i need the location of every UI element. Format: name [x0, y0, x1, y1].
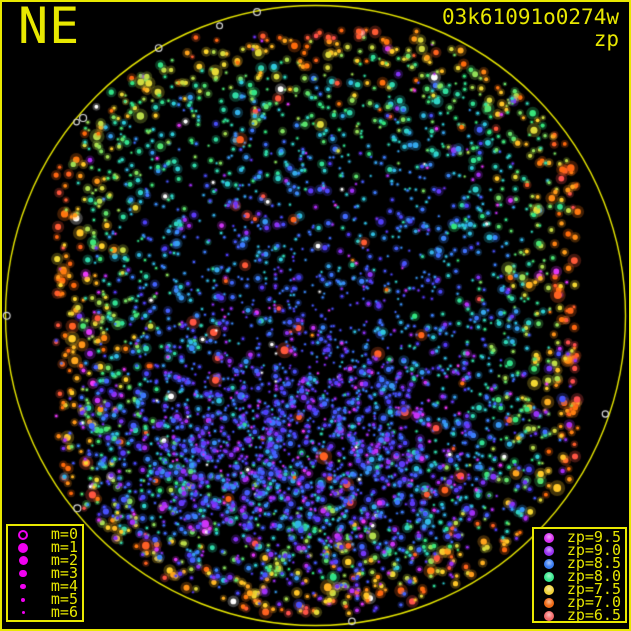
magnitude-legend-row: m=3 — [12, 564, 78, 582]
exposure-title: 03k61091o0274w zp — [442, 6, 619, 50]
zp-color-swatch — [538, 610, 560, 621]
magnitude-label: m=2 — [50, 551, 78, 569]
magnitude-label: m=1 — [50, 538, 78, 556]
zp-legend-row: zp=8.0 — [538, 567, 621, 585]
zp-color-swatch — [538, 597, 560, 608]
quadrant-label: NE — [18, 0, 81, 55]
magnitude-legend-row: m=4 — [12, 577, 78, 595]
zp-label: zp=7.5 — [566, 580, 621, 598]
magnitude-label: m=3 — [50, 564, 78, 582]
magnitude-legend-row: m=6 — [12, 603, 78, 621]
magnitude-legend-row: m=0 — [12, 525, 78, 543]
magnitude-marker-swatch — [12, 583, 34, 590]
magnitude-legend: m=0 m=1 m=2 m=3 m=4 m=5 m=6 — [6, 524, 84, 622]
zp-color-swatch — [538, 532, 560, 543]
zeropoint-legend: zp=9.5 zp=9.0 zp=8.5 zp=8.0 zp=7.5 zp=7.0 zp=6… — [532, 527, 627, 623]
zp-legend-row: zp=6.5 — [538, 606, 621, 624]
zp-label: zp=6.5 — [566, 606, 621, 624]
magnitude-marker-swatch — [12, 597, 34, 602]
zp-legend-row: zp=7.5 — [538, 580, 621, 598]
zp-color-swatch — [538, 558, 560, 569]
magnitude-legend-row: m=1 — [12, 538, 78, 556]
zp-label: zp=9.0 — [566, 541, 621, 559]
zp-legend-row: zp=9.0 — [538, 541, 621, 559]
magnitude-label: m=4 — [50, 577, 78, 595]
zp-legend-row: zp=8.5 — [538, 554, 621, 572]
magnitude-label: m=0 — [50, 525, 78, 543]
zp-color-swatch — [538, 584, 560, 595]
zp-legend-row: zp=9.5 — [538, 528, 621, 546]
magnitude-label: m=6 — [50, 603, 78, 621]
zp-label: zp=8.0 — [566, 567, 621, 585]
magnitude-marker-swatch — [12, 569, 34, 578]
zp-color-swatch — [538, 545, 560, 556]
zp-label: zp=8.5 — [566, 554, 621, 572]
magnitude-marker-swatch — [12, 611, 34, 614]
zp-label: zp=9.5 — [566, 528, 621, 546]
magnitude-legend-row: m=5 — [12, 590, 78, 608]
magnitude-marker-swatch — [12, 529, 34, 540]
map-type-label: zp — [593, 27, 619, 51]
magnitude-legend-row: m=2 — [12, 551, 78, 569]
exposure-id: 03k61091o0274w — [441, 5, 619, 29]
zp-color-swatch — [538, 571, 560, 582]
zp-legend-row: zp=7.0 — [538, 593, 621, 611]
zp-label: zp=7.0 — [566, 593, 621, 611]
magnitude-marker-swatch — [12, 542, 34, 553]
magnitude-label: m=5 — [50, 590, 78, 608]
magnitude-marker-swatch — [12, 556, 34, 565]
